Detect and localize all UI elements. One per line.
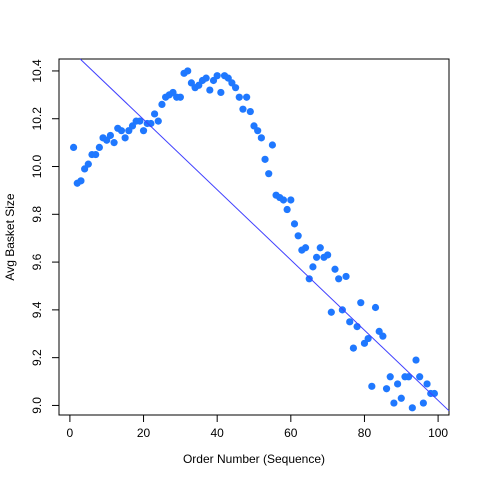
data-point [95, 143, 103, 152]
data-point [412, 356, 420, 364]
data-point [405, 373, 413, 381]
data-point [202, 74, 210, 82]
data-point [393, 380, 402, 388]
data-point [335, 275, 343, 283]
data-points [69, 67, 439, 412]
data-point [243, 93, 251, 101]
data-point [268, 141, 277, 149]
data-point [364, 334, 372, 343]
y-tick-label: 9.2 [30, 349, 44, 366]
y-tick-label: 9.0 [30, 397, 44, 414]
data-point [324, 251, 332, 259]
data-point [158, 100, 166, 108]
data-point [342, 272, 350, 281]
x-axis: 0 20 40 60 80 100 [67, 415, 448, 440]
data-point [327, 308, 335, 316]
data-point [239, 105, 247, 113]
trend-line-group [79, 58, 450, 412]
data-point [279, 196, 288, 204]
data-point [184, 67, 192, 75]
data-point [84, 160, 92, 168]
data-point [265, 170, 273, 178]
x-tick-label: 20 [137, 426, 151, 440]
data-point [408, 404, 416, 412]
data-point [206, 86, 214, 94]
x-axis-title: Order Number (Sequence) [183, 452, 325, 466]
data-point [150, 110, 159, 118]
data-point [235, 93, 243, 101]
data-point [349, 344, 358, 352]
data-point [246, 107, 254, 116]
data-point [316, 244, 324, 252]
data-point [154, 117, 162, 125]
data-point [419, 399, 427, 407]
data-point [430, 389, 439, 398]
x-tick-label: 0 [67, 426, 74, 440]
y-tick-label: 10.2 [30, 107, 44, 131]
data-point [231, 84, 240, 92]
data-point [312, 253, 321, 261]
data-point [357, 299, 365, 307]
y-tick-label: 9.6 [30, 253, 44, 270]
y-tick-label: 10.4 [30, 59, 44, 83]
data-point [257, 134, 265, 142]
data-point [423, 380, 431, 388]
y-tick-label: 9.4 [30, 301, 44, 318]
data-point [397, 394, 405, 402]
data-point [390, 399, 398, 407]
data-point [92, 150, 100, 159]
x-tick-label: 60 [284, 426, 298, 440]
trend-line [79, 58, 450, 412]
data-point [110, 139, 118, 147]
data-point [77, 177, 85, 185]
data-point [283, 205, 291, 214]
data-point [331, 265, 339, 273]
data-point [287, 196, 295, 204]
data-point [106, 131, 115, 140]
data-point [121, 134, 129, 142]
plot-frame [58, 58, 450, 416]
data-point [379, 332, 387, 340]
data-point [305, 275, 313, 283]
data-point [176, 93, 184, 101]
data-point [139, 127, 148, 135]
data-point [368, 382, 376, 390]
data-point [371, 303, 380, 312]
x-tick-label: 40 [211, 426, 225, 440]
x-tick-label: 100 [428, 426, 448, 440]
data-point [382, 385, 391, 393]
x-tick-label: 80 [358, 426, 372, 440]
y-axis: 9.0 9.2 9.4 9.6 9.8 10.0 10.2 10.4 [30, 59, 59, 414]
data-point [353, 322, 361, 331]
data-point [294, 232, 302, 240]
data-point [213, 72, 221, 80]
data-point [261, 155, 269, 163]
data-point [217, 88, 225, 97]
data-point [69, 143, 78, 152]
data-point [117, 127, 126, 135]
data-point [301, 244, 310, 252]
data-point [346, 318, 354, 326]
y-tick-label: 9.8 [30, 206, 44, 223]
data-point [290, 220, 299, 228]
data-point [386, 373, 394, 381]
data-point [309, 263, 317, 271]
y-tick-label: 10.0 [30, 155, 44, 179]
data-point [416, 373, 424, 381]
data-point [136, 117, 144, 125]
y-axis-title: Avg Basket Size [3, 193, 17, 280]
data-point [254, 127, 262, 135]
